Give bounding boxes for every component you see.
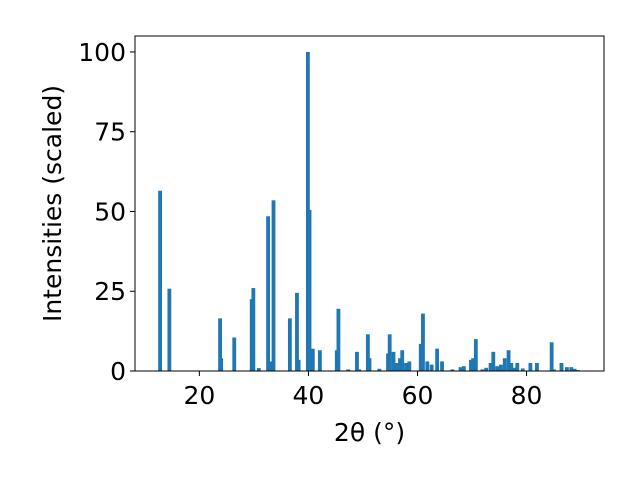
bar (394, 363, 399, 371)
bar (506, 350, 511, 371)
bar (461, 366, 466, 371)
bar (365, 334, 370, 371)
bar (367, 358, 372, 371)
bar (421, 313, 425, 371)
bar (357, 369, 362, 371)
y-axis-label: Intensities (scaled) (38, 85, 67, 322)
bar (491, 351, 496, 371)
bar (528, 363, 533, 371)
y-tick-label: 100 (78, 38, 126, 67)
bar (268, 361, 273, 371)
bar (495, 366, 500, 371)
x-tick-label: 20 (183, 381, 215, 410)
bar (572, 368, 577, 371)
bar (535, 363, 539, 371)
bar (458, 367, 463, 371)
bar (256, 368, 261, 371)
bar (469, 359, 473, 371)
y-tick-label: 75 (94, 118, 126, 147)
bar (296, 359, 301, 371)
bar (287, 318, 292, 371)
x-tick-label: 80 (511, 381, 543, 410)
x-tick-label: 60 (402, 381, 434, 410)
bar (218, 318, 222, 371)
bar (232, 337, 237, 371)
bar (559, 363, 564, 371)
bar (450, 369, 455, 371)
plot-area-frame (134, 35, 605, 372)
y-tick-label: 0 (110, 357, 126, 386)
bar (404, 363, 408, 371)
bar (418, 343, 423, 371)
bar (398, 358, 402, 371)
bar (266, 216, 270, 371)
bar (502, 358, 507, 371)
bar-series (158, 51, 580, 371)
bar (387, 334, 392, 371)
bar (400, 350, 405, 371)
bar (484, 367, 489, 371)
x-axis-ticks: 20 40 60 80 (183, 371, 542, 410)
bar (271, 200, 276, 371)
y-tick-label: 25 (94, 277, 126, 306)
bar (520, 368, 525, 371)
bar (407, 361, 412, 371)
bar (480, 369, 485, 371)
bar (391, 351, 396, 371)
bar (499, 364, 503, 371)
y-tick-label: 50 (94, 197, 126, 226)
bar (251, 288, 256, 371)
bar (336, 308, 341, 371)
bar (435, 348, 440, 371)
bar (167, 288, 172, 371)
bar (310, 348, 315, 371)
bar (425, 361, 430, 371)
bar (515, 363, 520, 371)
bar (295, 292, 299, 371)
x-axis-label: 2θ (°) (334, 418, 405, 447)
bar (509, 363, 514, 371)
bar (549, 342, 554, 371)
bar (440, 361, 444, 371)
bar (377, 368, 382, 371)
y-axis-ticks: 0 25 50 75 100 (78, 38, 135, 386)
x-tick-label: 40 (293, 381, 325, 410)
bar (488, 363, 493, 371)
bar (355, 351, 359, 371)
bar (346, 369, 351, 371)
bar (551, 369, 556, 371)
bar (307, 209, 312, 371)
bar (512, 367, 517, 371)
bar (317, 350, 322, 371)
bar (569, 367, 574, 371)
bar (473, 339, 478, 371)
bar (565, 367, 569, 371)
bar (219, 358, 224, 371)
bar (429, 364, 434, 371)
bar (471, 358, 476, 371)
bar (158, 190, 162, 371)
